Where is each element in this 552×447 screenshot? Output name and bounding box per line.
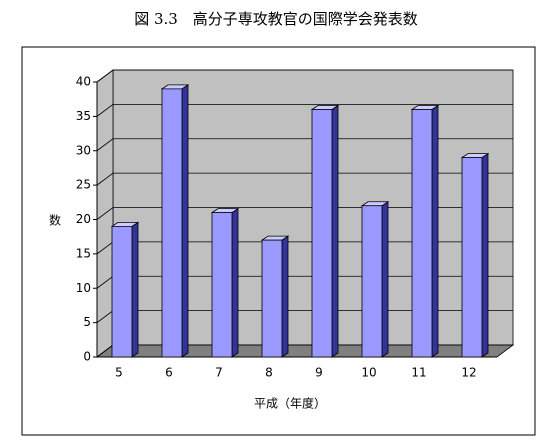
x-tick-label: 6 <box>165 366 173 380</box>
bar <box>210 207 240 358</box>
chart-frame <box>21 46 536 436</box>
bar <box>360 201 390 358</box>
bar-front <box>211 212 233 358</box>
bar-side <box>281 235 289 358</box>
x-tick-label: 7 <box>215 366 223 380</box>
x-tick-label: 8 <box>265 366 273 380</box>
bar-side <box>381 201 389 358</box>
grid-line <box>96 138 513 152</box>
bar <box>260 235 290 358</box>
bar <box>460 152 490 358</box>
grid-line <box>96 172 513 186</box>
y-tick-label: 40 <box>76 75 91 89</box>
grid-line <box>96 69 513 83</box>
bar-front <box>411 109 433 358</box>
bar-front <box>261 239 283 358</box>
y-tick-label: 10 <box>76 281 91 295</box>
bar-side <box>231 207 239 358</box>
x-axis-label: 平成（年度） <box>254 396 326 411</box>
grid-line <box>96 103 513 117</box>
chart-title: 図 3.3 高分子専攻教官の国際学会発表数 <box>134 10 418 28</box>
y-axis-label: 数 <box>49 213 61 228</box>
y-tick-label: 30 <box>76 143 91 157</box>
bar <box>410 104 440 358</box>
x-tick-label: 11 <box>411 366 426 380</box>
bar <box>110 221 140 358</box>
bar <box>160 84 190 358</box>
bar-front <box>361 205 383 358</box>
x-tick-label: 12 <box>461 366 476 380</box>
y-tick-label: 20 <box>76 212 91 226</box>
bar-side <box>181 84 189 358</box>
bar-front <box>161 88 183 358</box>
y-tick-label: 5 <box>83 315 91 329</box>
bar <box>310 104 340 358</box>
x-tick-label: 5 <box>115 366 123 380</box>
floor <box>95 344 515 358</box>
y-tick-label: 25 <box>76 178 91 192</box>
x-tick-label: 10 <box>361 366 376 380</box>
bar-front <box>461 157 483 358</box>
bar-front <box>111 225 133 358</box>
y-tick-label: 0 <box>83 350 91 364</box>
bar-side <box>481 152 489 358</box>
bar-side <box>331 104 339 358</box>
bar-side <box>431 104 439 358</box>
x-tick-label: 9 <box>315 366 323 380</box>
bar-side <box>131 221 139 358</box>
y-tick-label: 35 <box>76 109 91 123</box>
bar-front <box>311 109 333 358</box>
y-tick-label: 15 <box>76 246 91 260</box>
